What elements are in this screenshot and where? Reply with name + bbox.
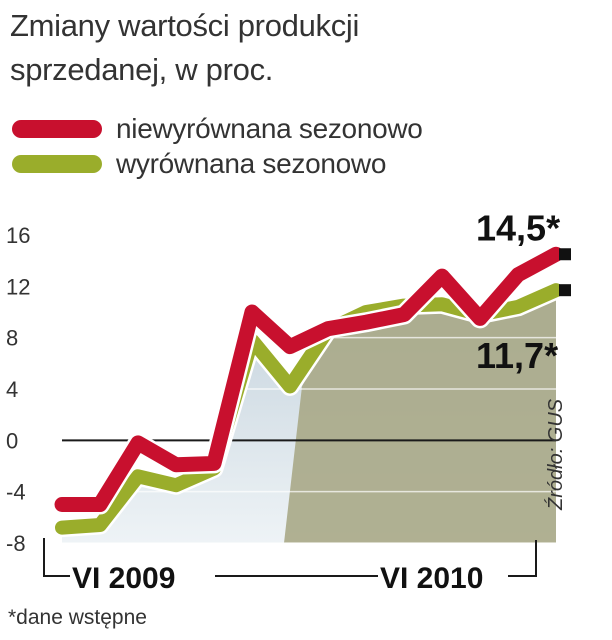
plot-shading-2010	[284, 294, 556, 543]
period-label-2010: VI 2010	[380, 562, 483, 595]
period-label-2009: VI 2009	[72, 562, 175, 595]
legend-swatch-red	[12, 120, 102, 138]
series-line-unadjusted	[54, 246, 564, 512]
y-tick-label: -8	[6, 531, 26, 556]
legend-item-unadjusted: niewyrównana sezonowo	[12, 112, 423, 146]
footnote: *dane wstępne	[8, 606, 147, 629]
y-tick-label: 8	[6, 326, 18, 351]
legend-item-adjusted: wyrównana sezonowo	[12, 147, 386, 181]
y-tick-label: 0	[6, 428, 18, 453]
x-axis-bracket-right	[508, 540, 537, 577]
y-tick-label: 12	[6, 274, 30, 299]
end-value-adjusted: 11,7*	[476, 335, 558, 376]
y-tick-label: 4	[6, 377, 18, 402]
end-value-unadjusted: 14,5*	[476, 207, 560, 248]
source-note: Źródło: GUS	[545, 398, 567, 510]
y-tick-label: -4	[6, 480, 26, 505]
chart-title: Zmiany wartości produkcji sprzedanej, w …	[10, 8, 360, 87]
legend-label-adjusted: wyrównana sezonowo	[116, 148, 387, 179]
end-marker-unadjusted	[559, 248, 571, 261]
x-axis-bracket-left	[43, 538, 70, 577]
legend-label-unadjusted: niewyrównana sezonowo	[116, 113, 423, 144]
end-marker-adjusted	[559, 284, 571, 297]
y-tick-label: 16	[6, 223, 30, 248]
legend-swatch-green	[12, 155, 102, 173]
